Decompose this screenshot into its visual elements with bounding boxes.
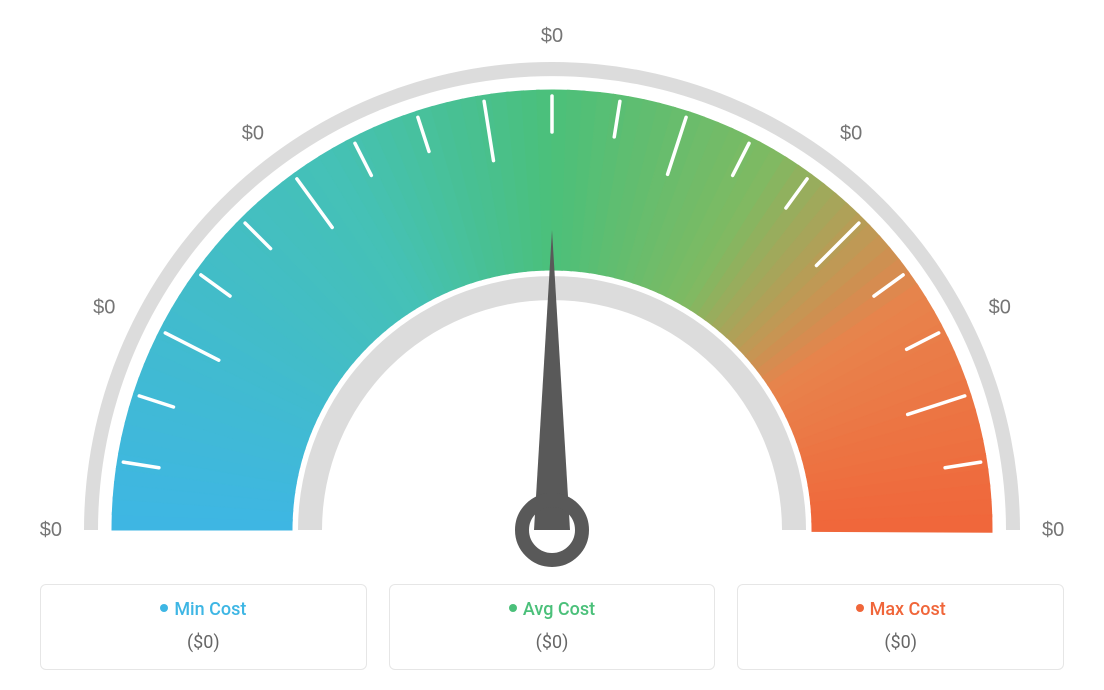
legend-card-max: Max Cost ($0) bbox=[737, 584, 1064, 670]
legend-card-min: Min Cost ($0) bbox=[40, 584, 367, 670]
legend-value: ($0) bbox=[51, 632, 356, 653]
legend-dot-icon bbox=[509, 604, 517, 612]
legend-card-title: Min Cost bbox=[51, 599, 356, 620]
legend-value: ($0) bbox=[748, 632, 1053, 653]
gauge-svg: $0 $0 $0 $0 $0 $0 $0 bbox=[0, 10, 1104, 580]
legend-card-avg: Avg Cost ($0) bbox=[389, 584, 716, 670]
gauge-tick-label: $0 bbox=[40, 519, 62, 541]
legend-dot-icon bbox=[856, 604, 864, 612]
gauge-tick-label: $0 bbox=[840, 123, 862, 145]
gauge-chart-container: { "gauge": { "type": "gauge", "start_ang… bbox=[0, 0, 1104, 690]
legend-dot-icon bbox=[160, 604, 168, 612]
gauge-tick-label: $0 bbox=[989, 297, 1011, 319]
gauge-tick-label: $0 bbox=[541, 25, 563, 47]
legend-row: Min Cost ($0) Avg Cost ($0) Max Cost ($0) bbox=[40, 584, 1064, 670]
gauge-tick-label: $0 bbox=[93, 297, 115, 319]
legend-label: Avg Cost bbox=[523, 599, 595, 620]
legend-label: Min Cost bbox=[174, 599, 246, 620]
gauge-area: $0 $0 $0 $0 $0 $0 $0 bbox=[0, 10, 1104, 580]
legend-label: Max Cost bbox=[870, 599, 946, 620]
legend-card-title: Avg Cost bbox=[400, 599, 705, 620]
gauge-tick-label: $0 bbox=[242, 123, 264, 145]
legend-value: ($0) bbox=[400, 632, 705, 653]
gauge-needle bbox=[534, 230, 570, 530]
legend-card-title: Max Cost bbox=[748, 599, 1053, 620]
gauge-tick-label: $0 bbox=[1042, 519, 1064, 541]
